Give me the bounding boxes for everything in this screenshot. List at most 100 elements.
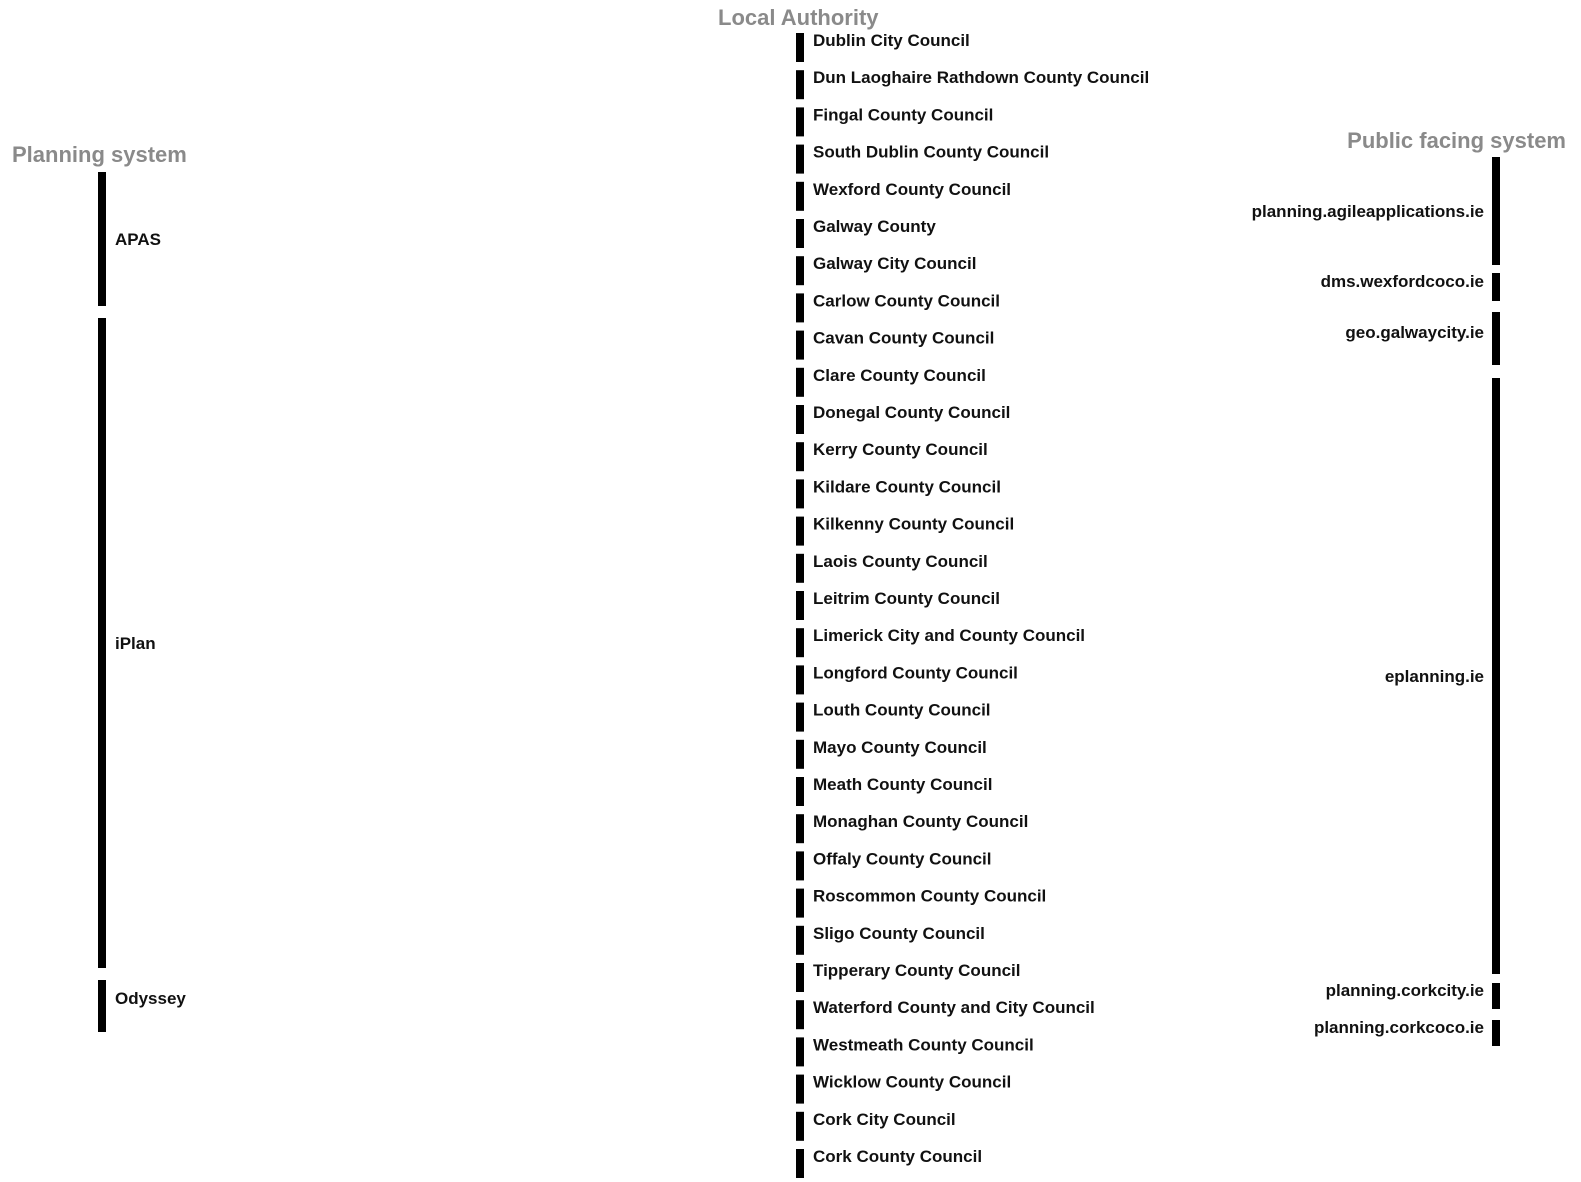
node-mayo-county-council <box>796 739 804 769</box>
label-dun-laoghaire-rathdown-county-council: Dun Laoghaire Rathdown County Council <box>813 68 1149 87</box>
node-wexford-county-council <box>796 181 804 211</box>
label-kildare-county-council: Kildare County Council <box>813 477 1001 496</box>
node-planning-agileapplications-ie <box>1492 157 1500 265</box>
label-louth-county-council: Louth County Council <box>813 701 991 720</box>
node-kildare-county-council <box>796 479 804 509</box>
label-geo-galwaycity-ie: geo.galwaycity.ie <box>1345 323 1484 342</box>
flow-cork-city-council-in <box>106 980 796 1141</box>
label-waterford-county-and-city-council: Waterford County and City Council <box>813 998 1095 1017</box>
node-fingal-county-council <box>796 107 804 137</box>
node-kilkenny-county-council <box>796 516 804 546</box>
node-donegal-county-council <box>796 405 804 434</box>
node-westmeath-county-council <box>796 1037 804 1067</box>
node-sligo-county-council <box>796 925 804 955</box>
label-carlow-county-council: Carlow County Council <box>813 291 1000 310</box>
flow-westmeath-county-council-in <box>106 914 796 1067</box>
labels-layer: Dublin City Council Dun Laoghaire Rathdow… <box>115 31 1484 1166</box>
label-eplanning-ie: eplanning.ie <box>1385 667 1484 686</box>
node-meath-county-council <box>796 777 804 806</box>
label-south-dublin-county-council: South Dublin County Council <box>813 143 1049 162</box>
label-clare-county-council: Clare County Council <box>813 366 986 385</box>
label-cork-county-council: Cork County Council <box>813 1147 982 1166</box>
flow-waterford-county-and-city-council-in <box>106 887 796 1029</box>
flow-monaghan-county-council-in <box>106 751 796 843</box>
node-south-dublin-county-council <box>796 144 804 174</box>
flow-galway-county-in <box>106 219 796 345</box>
label-donegal-county-council: Donegal County Council <box>813 403 1010 422</box>
node-kerry-county-council <box>796 442 804 472</box>
node-carlow-county-council <box>796 293 804 323</box>
node-geo-galwaycity-ie <box>1492 312 1500 365</box>
node-apas <box>98 172 106 306</box>
node-louth-county-council <box>796 702 804 732</box>
node-offaly-county-council <box>796 851 804 881</box>
node-waterford-county-and-city-council <box>796 1000 804 1030</box>
node-odyssey <box>98 980 106 1032</box>
flow-clare-county-council-in <box>106 368 796 454</box>
node-laois-county-council <box>796 553 804 583</box>
label-kerry-county-council: Kerry County Council <box>813 440 988 459</box>
flow-roscommon-county-council-in <box>106 806 796 918</box>
label-westmeath-county-council: Westmeath County Council <box>813 1035 1034 1054</box>
flow-louth-county-council-in <box>106 670 796 732</box>
flow-cork-county-council-in <box>106 1006 796 1178</box>
flow-kildare-county-council-in <box>106 479 796 534</box>
node-galway-city-council <box>796 256 804 286</box>
flow-galway-city-council-in <box>106 256 796 372</box>
label-leitrim-county-council: Leitrim County Council <box>813 589 1000 608</box>
label-iplan: iPlan <box>115 634 156 653</box>
node-clare-county-council <box>796 367 804 397</box>
node-roscommon-county-council <box>796 888 804 918</box>
label-kilkenny-county-council: Kilkenny County Council <box>813 515 1014 534</box>
label-odyssey: Odyssey <box>115 989 186 1008</box>
flow-limerick-city-and-county-council-in <box>106 616 796 657</box>
node-cavan-county-council <box>796 330 804 360</box>
label-planning-corkcity-ie: planning.corkcity.ie <box>1326 981 1484 1000</box>
flow-sligo-county-council-in <box>106 833 796 955</box>
label-planning-agileapplications-ie: planning.agileapplications.ie <box>1252 202 1484 221</box>
flow-mayo-county-council-in <box>106 697 796 769</box>
node-iplan <box>98 318 106 968</box>
flow-laois-county-council-in <box>106 554 796 589</box>
flow-fingal-county-council-in <box>106 107 796 252</box>
flow-wicklow-county-council-in <box>106 941 796 1104</box>
label-limerick-city-and-county-council: Limerick City and County Council <box>813 626 1085 645</box>
label-dms-wexfordcoco-ie: dms.wexfordcoco.ie <box>1321 272 1484 291</box>
node-leitrim-county-council <box>796 591 804 620</box>
node-planning-corkcity-ie <box>1492 983 1500 1009</box>
node-limerick-city-and-county-council <box>796 628 804 658</box>
label-tipperary-county-council: Tipperary County Council <box>813 961 1021 980</box>
nodes-layer <box>98 33 1500 1178</box>
label-offaly-county-council: Offaly County Council <box>813 849 992 868</box>
label-meath-county-council: Meath County Council <box>813 775 992 794</box>
label-dublin-city-council: Dublin City Council <box>813 31 970 50</box>
node-galway-county <box>796 219 804 248</box>
label-wicklow-county-council: Wicklow County Council <box>813 1073 1011 1092</box>
label-galway-city-council: Galway City Council <box>813 254 976 273</box>
node-tipperary-county-council <box>796 963 804 992</box>
label-galway-county: Galway County <box>813 217 936 236</box>
header-local-authority: Local Authority <box>718 5 879 30</box>
node-longford-county-council <box>796 665 804 695</box>
flow-longford-county-council-in <box>106 643 796 694</box>
node-cork-county-council <box>796 1149 804 1178</box>
flow-leitrim-county-council-in <box>106 589 796 620</box>
flow-carlow-county-council-in <box>106 293 796 399</box>
flow-kerry-county-council-in <box>106 442 796 507</box>
flow-offaly-county-council-in <box>106 778 796 880</box>
label-fingal-county-council: Fingal County Council <box>813 105 993 124</box>
header-public-facing-system: Public facing system <box>1347 128 1566 153</box>
flow-cavan-county-council-in <box>106 331 796 427</box>
flow-wexford-county-council-in <box>106 182 796 306</box>
label-mayo-county-council: Mayo County Council <box>813 738 987 757</box>
label-apas: APAS <box>115 230 161 249</box>
node-dublin-city-council <box>796 33 804 62</box>
header-planning-system: Planning system <box>12 142 187 167</box>
label-monaghan-county-council: Monaghan County Council <box>813 812 1028 831</box>
flow-south-dublin-county-council-in <box>106 145 796 280</box>
node-planning-corkcoco-ie <box>1492 1020 1500 1046</box>
label-wexford-county-council: Wexford County Council <box>813 180 1011 199</box>
flow-tipperary-county-council-in <box>106 860 796 992</box>
